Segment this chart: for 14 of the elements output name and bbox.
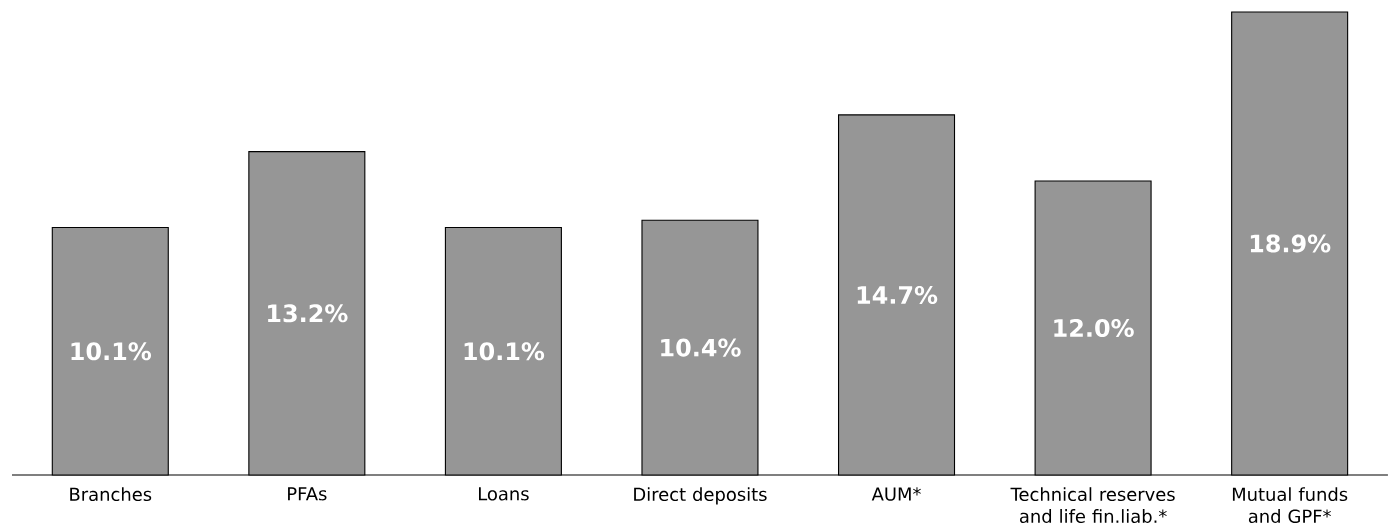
data-label: 12.0%: [1054, 318, 1134, 338]
x-tick-label: Mutual funds and GPF*: [1232, 487, 1348, 523]
x-tick-label: Loans: [479, 487, 529, 501]
data-label: 14.7%: [857, 285, 938, 304]
data-label: 13.2%: [268, 304, 348, 323]
data-label: 10.1%: [71, 342, 151, 361]
x-tick-label: Technical reserves and life fin.liab.*: [1010, 487, 1175, 523]
data-label: 10.1%: [464, 342, 545, 361]
x-tick-label: PFAs: [288, 487, 327, 501]
x-tick-label: AUM*: [871, 487, 921, 501]
x-tick-label: Direct deposits: [634, 487, 767, 505]
data-label: 10.4%: [661, 338, 741, 357]
data-label: 18.9%: [1250, 234, 1331, 253]
x-tick-label: Branches: [70, 487, 152, 502]
